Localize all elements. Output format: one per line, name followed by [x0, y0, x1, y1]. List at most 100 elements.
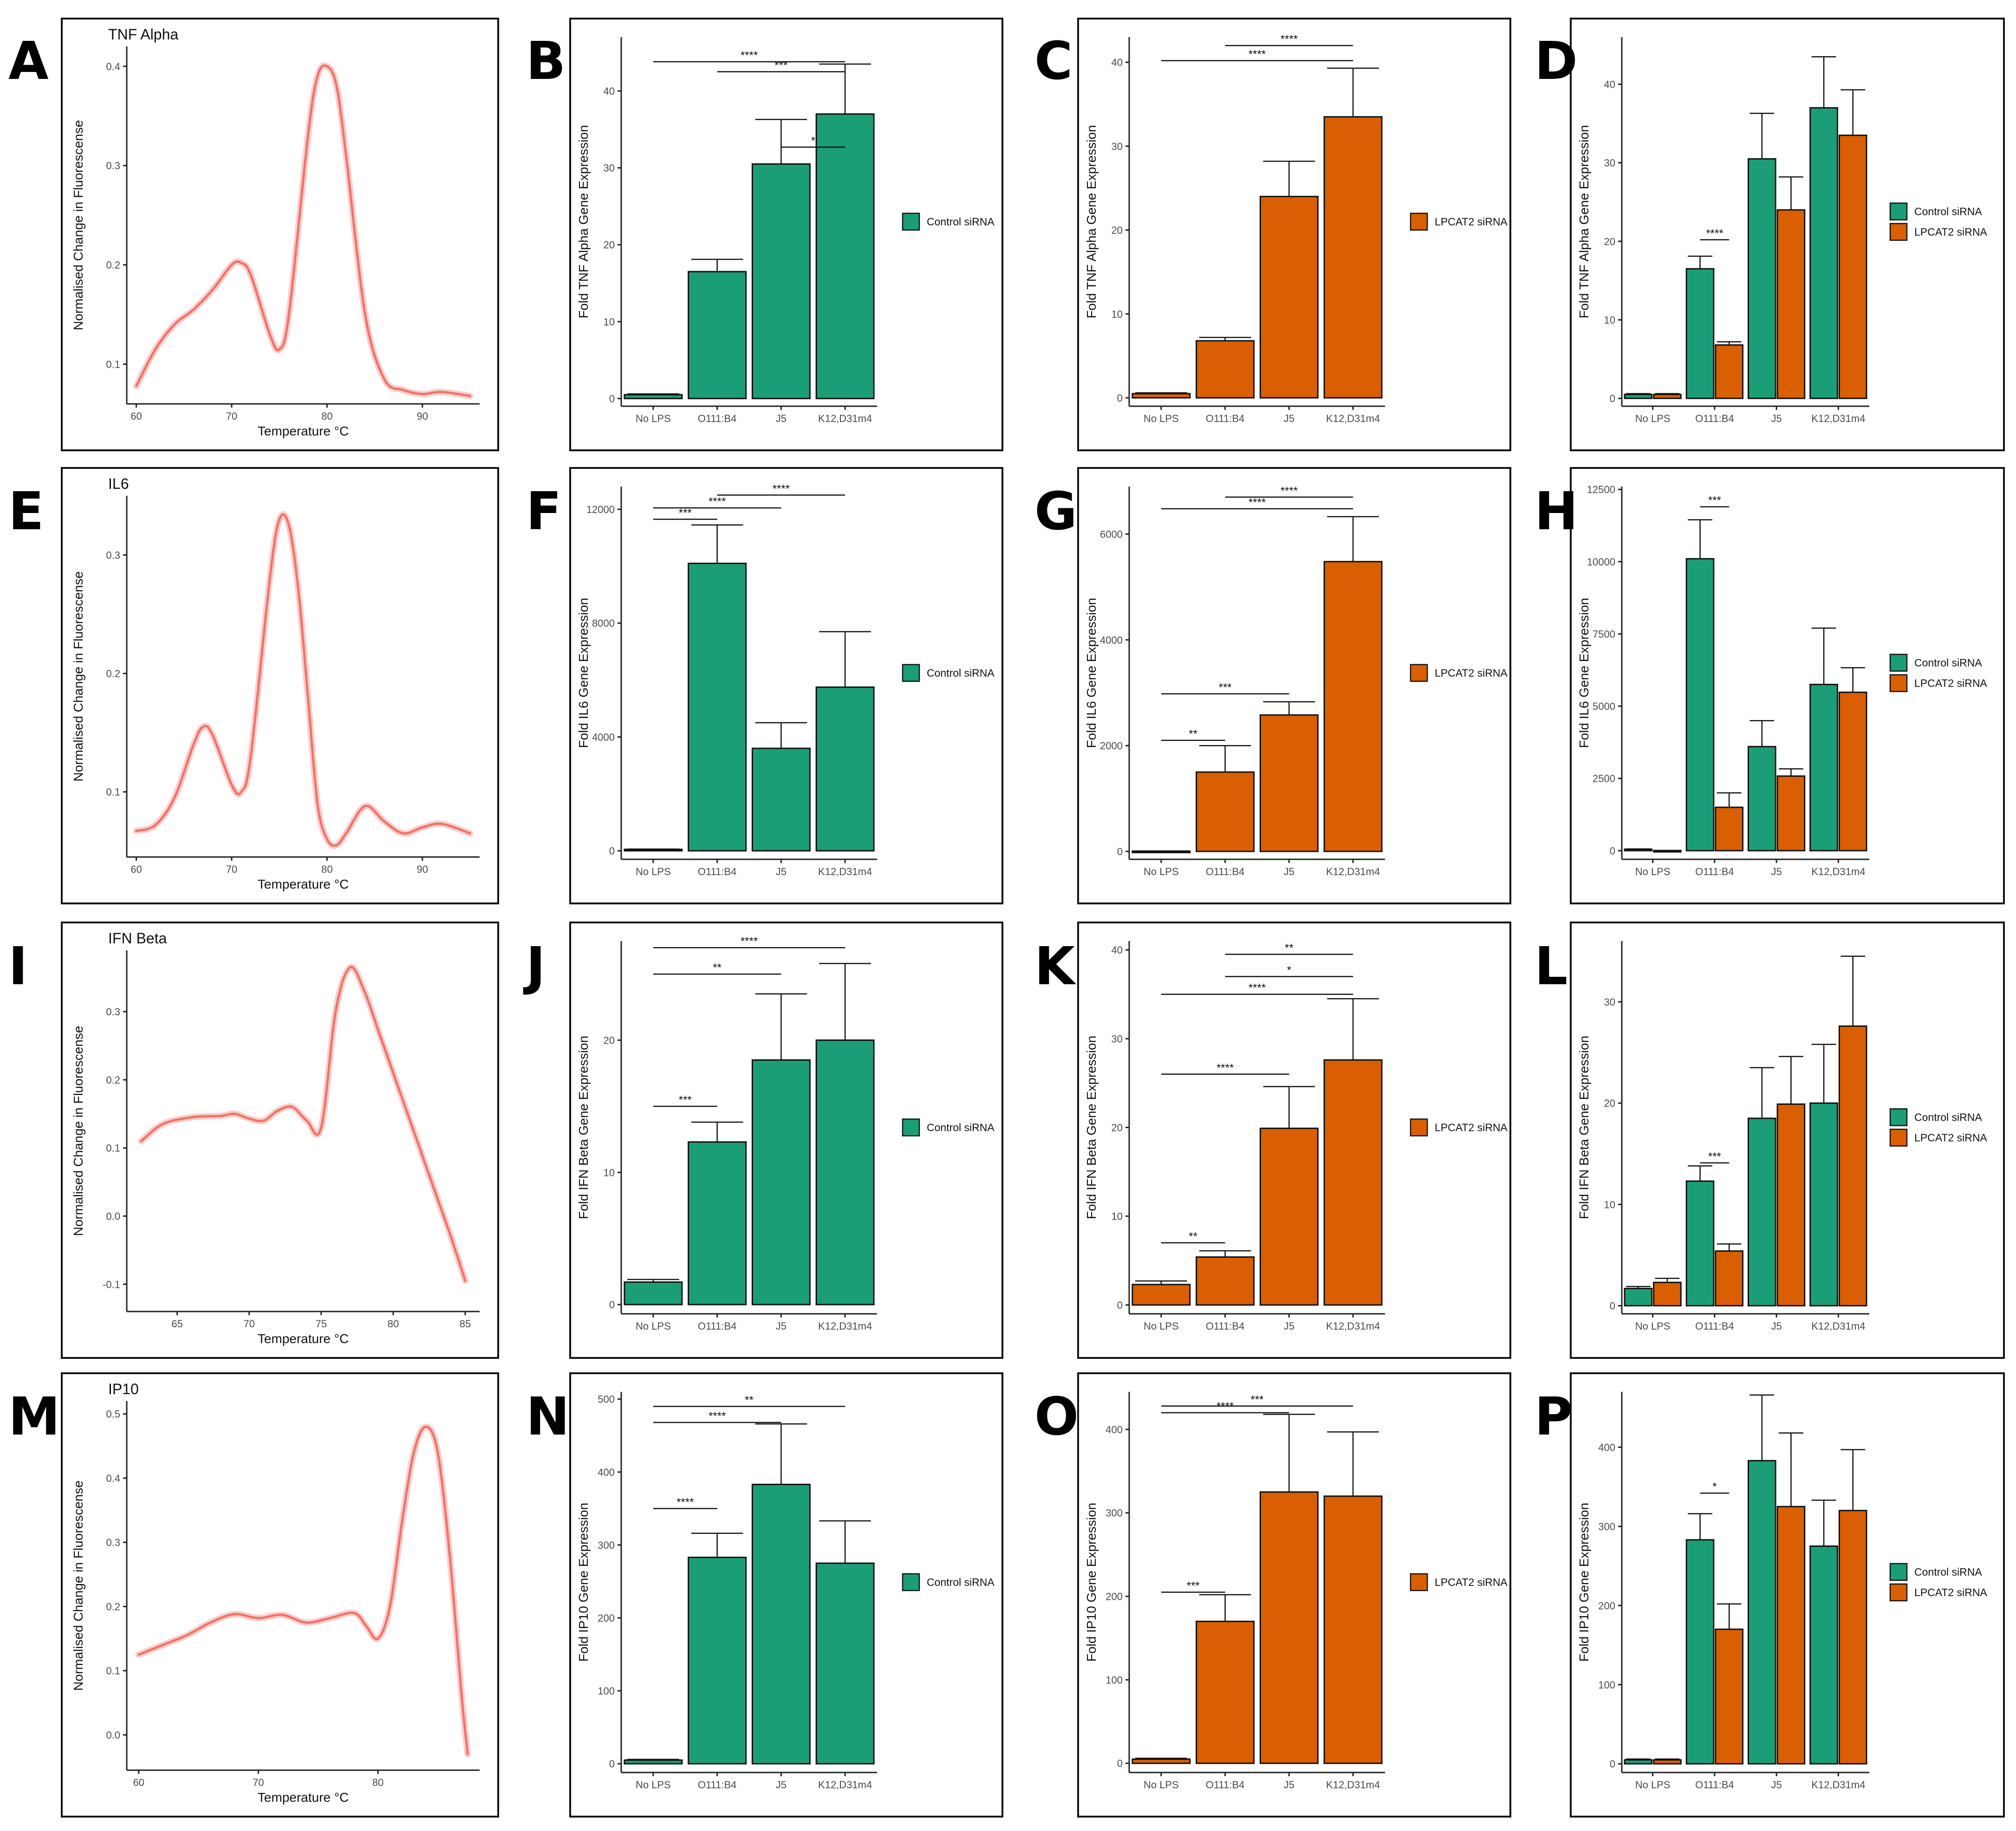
panel-f-legend-swatch-control [902, 664, 920, 682]
panel-d-legend-swatch-control [1889, 202, 1908, 221]
panel-p-letter: P [1535, 1387, 1573, 1447]
panel-b-letter: B [526, 31, 566, 91]
panel-d-bar [1685, 268, 1715, 399]
panel-j-error-bar [627, 1279, 679, 1282]
panel-o-letter: O [1034, 1387, 1079, 1447]
panel-j-legend-label-control: Control siRNA [927, 1122, 995, 1134]
panel-g-bar [1259, 714, 1319, 852]
panel-f-legend-label-control: Control siRNA [927, 667, 995, 679]
panel-m-title: IP10 [108, 1381, 139, 1397]
panel-g-bar [1323, 561, 1383, 852]
panel-l-legend-label-lpcat2: LPCAT2 siRNA [1914, 1132, 1987, 1144]
panel-e-x-tick-label: 80 [321, 864, 332, 875]
panel-o-error-bar [1135, 1758, 1187, 1760]
panel-n-legend-swatch-control [902, 1573, 920, 1591]
panel-f-bar [815, 686, 875, 852]
panel-g-error-bar [1327, 516, 1379, 562]
panel-h-legend-swatch-lpcat2 [1889, 674, 1908, 692]
panel-h-legend-label-lpcat2: LPCAT2 siRNA [1914, 677, 1987, 689]
panel-a-frame [61, 18, 499, 451]
panel-f-significance-label: *** [679, 506, 692, 519]
panel-h-error-bar [1811, 627, 1836, 685]
panel-o: O 0 100 200 300 400 Fold IP10 Gene Expression N… [1034, 1372, 1511, 1818]
panel-p-y-tick-label: 200 [1598, 1600, 1615, 1611]
panel-d-bar [1747, 158, 1776, 399]
panel-k-error-bar [1327, 998, 1379, 1060]
panel-i-x-label: Temperature °C [258, 1331, 349, 1346]
panel-p-y-label: Fold IP10 Gene Expression [1577, 1503, 1591, 1662]
panel-n-x-tick-label: No LPS [636, 1779, 671, 1791]
panel-b-x-tick-label: J5 [776, 413, 787, 424]
panel-l-y-label: Fold IFN Beta Gene Expression [1577, 1036, 1591, 1219]
panel-n-y-tick-label: 400 [598, 1467, 615, 1478]
panel-d-y-tick-label: 0 [1610, 393, 1615, 404]
panel-d-bar [1776, 209, 1806, 399]
panel-k-x-tick-label: J5 [1284, 1320, 1294, 1332]
panel-g-x-tick-label: O111:B4 [1206, 866, 1245, 877]
panel-l-error-bar [1655, 1278, 1680, 1283]
panel-f-x-tick-label: No LPS [636, 866, 671, 877]
panel-a-title: TNF Alpha [108, 26, 178, 43]
panel-k-bar [1259, 1127, 1319, 1306]
panel-g-legend-swatch-lpcat2 [1410, 664, 1428, 682]
panel-j: J 0 10 20 Fold IFN Beta Gene Expression No LP… [523, 922, 1003, 1359]
panel-h-x-tick-label: J5 [1771, 866, 1782, 877]
panel-b-y-tick-label: 20 [604, 239, 615, 251]
panel-o-error-bar [1327, 1431, 1379, 1496]
panel-d-y-tick-label: 30 [1604, 157, 1615, 169]
panel-f-error-bar [627, 848, 679, 850]
panel-j-x-tick-label: K12,D31m4 [818, 1320, 872, 1332]
panel-n-y-tick-label: 0 [609, 1758, 615, 1770]
panel-d-error-bar [1655, 393, 1680, 395]
panel-d: D 0 10 20 30 40 Fold TNF Alpha Gene Expression… [1535, 18, 2005, 451]
panel-k-y-tick-label: 0 [1117, 1299, 1123, 1311]
panel-a: A TNF Alpha 0.1 0.2 0.3 0.4 60 70 80 90 Temperatur… [8, 18, 499, 451]
panel-e-y-tick-label: 0.1 [106, 786, 120, 798]
panel-j-x-tick-label: J5 [776, 1320, 787, 1332]
panel-k-legend-label-lpcat2: LPCAT2 siRNA [1435, 1122, 1508, 1134]
panel-p-bar [1747, 1460, 1776, 1765]
panel-l-y-tick-label: 0 [1610, 1300, 1615, 1312]
panel-j-significance-label: **** [741, 935, 758, 948]
panel-p-bar [1809, 1545, 1838, 1765]
panel-b-legend-swatch-control [902, 213, 920, 231]
panel-a-x-label: Temperature °C [258, 424, 349, 438]
panel-m-letter: M [8, 1387, 60, 1447]
panel-c-bar [1196, 340, 1255, 399]
panel-h-y-tick-label: 0 [1610, 845, 1615, 857]
panel-o-bar [1196, 1621, 1255, 1764]
panel-h-error-bar [1688, 519, 1712, 559]
panel-o-x-tick-label: O111:B4 [1206, 1779, 1245, 1791]
panel-h: H 0 2500 5000 7500 10000 12500 Fold IL6 Gene Ex… [1535, 467, 2005, 904]
panel-b-significance-label: * [811, 135, 815, 147]
panel-j-error-bar [755, 993, 807, 1060]
panel-i-y-tick-label: 0.1 [106, 1143, 120, 1154]
panel-n-letter: N [526, 1387, 570, 1447]
panel-c-y-tick-label: 0 [1117, 392, 1123, 404]
panel-g-x-tick-label: K12,D31m4 [1326, 866, 1380, 877]
panel-f-error-bar [819, 631, 871, 688]
panel-d-bar [1624, 394, 1653, 399]
panel-n-y-tick-label: 200 [598, 1612, 615, 1624]
panel-e: E IL6 0.1 0.2 0.3 60 70 80 90 Temperature °C Norma… [8, 467, 499, 904]
panel-g-significance-label: *** [1219, 681, 1232, 694]
panel-l-bar [1685, 1180, 1715, 1307]
panel-c-y-tick-label: 30 [1112, 141, 1123, 152]
panel-l-bar [1838, 1025, 1867, 1307]
panel-n-significance-label: ** [745, 1394, 754, 1406]
panel-m-y-tick-label: 0.0 [106, 1729, 120, 1741]
panel-k-significance-label: **** [1249, 982, 1266, 994]
panel-n-y-label: Fold IP10 Gene Expression [576, 1503, 591, 1662]
panel-p-error-bar [1749, 1394, 1775, 1461]
panel-e-x-label: Temperature °C [258, 877, 349, 891]
panel-j-bar [624, 1281, 683, 1305]
panel-g-x-tick-label: No LPS [1144, 866, 1179, 877]
panel-i-title: IFN Beta [108, 930, 167, 947]
panel-h-error-bar [1840, 667, 1866, 693]
panel-k-y-tick-label: 30 [1112, 1033, 1123, 1045]
panel-h-error-bar [1626, 848, 1651, 850]
panel-p-legend-swatch-lpcat2 [1889, 1583, 1908, 1602]
panel-l-legend-swatch-lpcat2 [1889, 1129, 1908, 1147]
panel-n-bar [624, 1759, 683, 1765]
